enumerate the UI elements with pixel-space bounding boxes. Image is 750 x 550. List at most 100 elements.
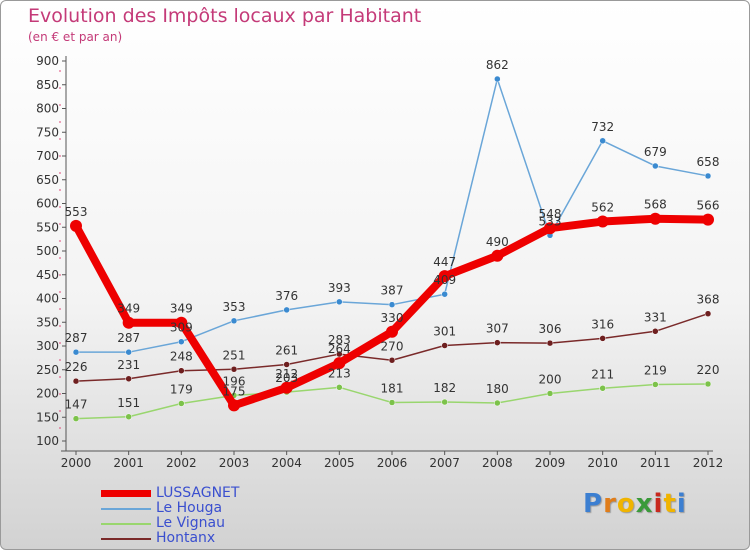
- logo-letter: i: [676, 489, 687, 519]
- data-label-lussagnet: 562: [591, 201, 614, 215]
- data-label-le-houga: 309: [170, 321, 193, 335]
- logo-letter: x: [635, 489, 654, 519]
- data-point-le-vignau: [178, 400, 185, 407]
- proxiti-logo: Proxiti: [583, 489, 687, 519]
- x-tick-label: 2012: [693, 456, 724, 470]
- data-label-le-houga: 732: [591, 120, 614, 134]
- y-tick-label: 700: [36, 149, 59, 163]
- data-point-le-houga: [494, 75, 501, 83]
- logo-letter: r: [603, 489, 617, 519]
- data-point-le-houga: [283, 306, 290, 314]
- data-point-hontanx: [230, 366, 238, 373]
- data-label-le-vignau: 211: [591, 367, 614, 381]
- data-point-le-houga: [336, 298, 343, 306]
- data-label-le-houga: 679: [644, 145, 667, 159]
- data-labels: 147 151 179 196 203 213 181 182 180 200 211 219 220 2…: [65, 58, 720, 412]
- data-point-le-vignau: [704, 380, 712, 388]
- y-tick-label: 600: [36, 197, 59, 211]
- data-point-hontanx: [336, 350, 343, 358]
- series-layer: [70, 75, 714, 422]
- data-point-le-houga: [125, 348, 132, 356]
- y-tick-label: 650: [36, 173, 59, 187]
- data-label-le-houga: 287: [117, 331, 140, 345]
- data-label-hontanx: 368: [697, 293, 720, 307]
- legend-swatch-hontanx: [101, 538, 151, 540]
- data-label-hontanx: 316: [591, 317, 614, 331]
- data-label-lussagnet: 566: [697, 199, 720, 213]
- logo-letter: i: [653, 489, 664, 519]
- data-label-hontanx: 283: [328, 333, 351, 347]
- data-label-hontanx: 306: [539, 322, 562, 336]
- data-label-le-vignau: 147: [65, 398, 88, 412]
- legend-label-lussagnet: LUSSAGNET: [156, 485, 240, 501]
- data-label-le-vignau: 219: [644, 363, 667, 377]
- data-point-hontanx: [388, 357, 396, 364]
- data-label-le-vignau: 181: [381, 382, 404, 396]
- y-tick-label: 150: [36, 410, 59, 424]
- data-label-hontanx: 226: [65, 360, 88, 374]
- data-label-hontanx: 261: [275, 344, 298, 358]
- x-tick-label: 2009: [535, 456, 566, 470]
- y-tick-label: 100: [36, 434, 59, 448]
- x-tick-label: 2003: [219, 456, 250, 470]
- data-label-hontanx: 231: [117, 358, 140, 372]
- y-tick-label: 200: [36, 387, 59, 401]
- data-point-lussagnet: [70, 219, 82, 232]
- chart-title: Evolution des Impôts locaux par Habitant: [28, 5, 422, 27]
- data-label-hontanx: 251: [223, 348, 246, 362]
- data-label-le-vignau: 180: [486, 382, 509, 396]
- data-point-hontanx: [546, 339, 554, 347]
- x-tick-label: 2007: [429, 456, 460, 470]
- data-label-le-vignau: 200: [539, 373, 562, 387]
- data-point-lussagnet: [280, 381, 293, 394]
- chart-subtitle: (en € et par an): [28, 30, 123, 44]
- data-label-le-houga: 376: [275, 289, 298, 303]
- data-point-lussagnet: [175, 316, 188, 329]
- data-point-le-houga: [72, 348, 80, 356]
- x-tick-label: 2006: [377, 456, 408, 470]
- data-point-le-houga: [599, 137, 606, 145]
- data-point-le-vignau: [72, 415, 80, 422]
- data-point-hontanx: [704, 310, 712, 317]
- data-point-le-vignau: [599, 385, 606, 392]
- data-point-hontanx: [599, 335, 606, 342]
- x-tick-label: 2004: [271, 456, 302, 470]
- data-label-hontanx: 307: [486, 322, 509, 336]
- data-point-lussagnet: [596, 215, 609, 228]
- data-point-hontanx: [178, 367, 185, 374]
- data-point-le-houga: [178, 338, 185, 345]
- data-point-le-houga: [388, 301, 396, 308]
- data-label-hontanx: 248: [170, 350, 193, 364]
- y-tick-label: 550: [36, 220, 59, 234]
- data-label-lussagnet: 175: [223, 384, 246, 398]
- data-point-le-vignau: [494, 399, 501, 407]
- data-label-le-vignau: 179: [170, 382, 193, 396]
- x-tick-label: 2010: [587, 456, 618, 470]
- data-point-lussagnet: [438, 270, 451, 283]
- data-point-lussagnet: [122, 316, 135, 329]
- y-tick-label: 900: [36, 54, 59, 68]
- data-point-le-vignau: [125, 413, 132, 421]
- y-tick-label: 300: [36, 339, 59, 353]
- logo-letter: o: [616, 489, 636, 519]
- x-tick-label: 2001: [113, 456, 144, 470]
- y-tick-label: 400: [36, 292, 59, 306]
- x-tick-label: 2011: [640, 456, 671, 470]
- y-tick-label: 850: [36, 78, 59, 92]
- data-point-lussagnet: [333, 357, 346, 370]
- data-point-lussagnet: [702, 213, 714, 226]
- data-label-le-vignau: 196: [223, 374, 246, 388]
- data-label-le-vignau: 182: [433, 381, 456, 395]
- data-point-le-vignau: [388, 399, 396, 406]
- data-point-hontanx: [652, 328, 659, 335]
- data-label-lussagnet: 553: [65, 205, 88, 219]
- legend-label-le-houga: Le Houga: [156, 500, 223, 516]
- x-tick-label: 2000: [61, 456, 92, 470]
- data-label-le-houga: 387: [381, 284, 404, 298]
- data-point-le-houga: [652, 162, 659, 170]
- data-point-hontanx: [494, 339, 501, 346]
- data-label-lussagnet: 490: [486, 235, 509, 249]
- data-point-hontanx: [441, 342, 448, 349]
